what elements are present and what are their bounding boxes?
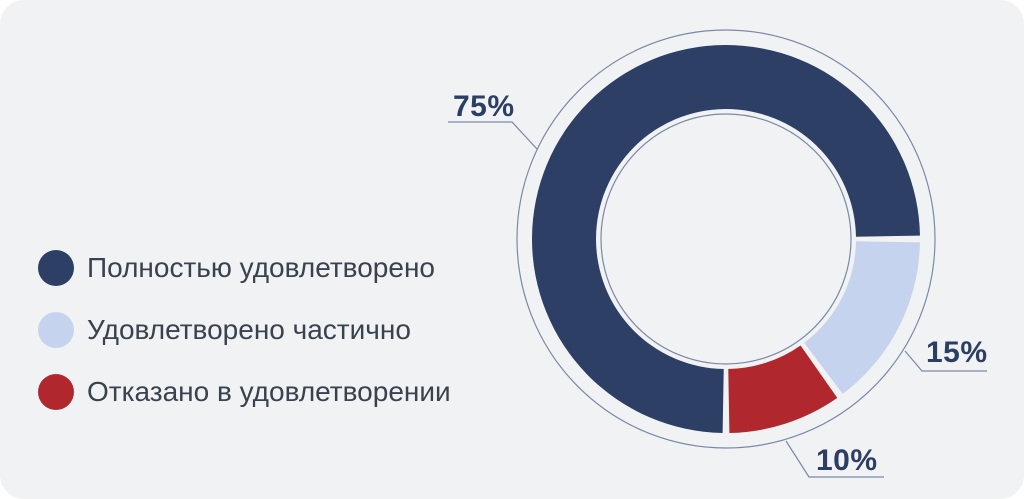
legend-swatch-navy [38,250,74,286]
percent-label-fully-satisfied: 75% [453,90,515,123]
leader-line-10 [785,440,884,478]
legend-item-fully-satisfied: Полностью удовлетворено [38,250,451,286]
legend-label: Удовлетворено частично [87,314,411,345]
legend-label: Полностью удовлетворено [87,252,435,283]
leader-line-15 [904,350,987,372]
legend-item-denied: Отказано в удовлетворении [38,374,451,410]
percent-label-partially-satisfied: 15% [926,336,988,369]
legend-swatch-red [38,374,74,410]
donut-outer-outline-circle [516,29,936,449]
legend-swatch-lightblue [38,312,74,348]
donut-segment-2 [728,345,838,433]
legend-item-partially-satisfied: Удовлетворено частично [38,312,451,348]
donut-segments [531,44,920,433]
donut-segment-1 [804,241,920,394]
donut-segment-0 [531,44,920,433]
legend-label: Отказано в удовлетворении [87,376,451,407]
percent-label-denied: 10% [816,444,878,477]
legend: Полностью удовлетворено Удовлетворено ча… [38,250,451,410]
leader-line-75 [448,121,538,150]
donut-inner-outline-circle [600,113,852,365]
